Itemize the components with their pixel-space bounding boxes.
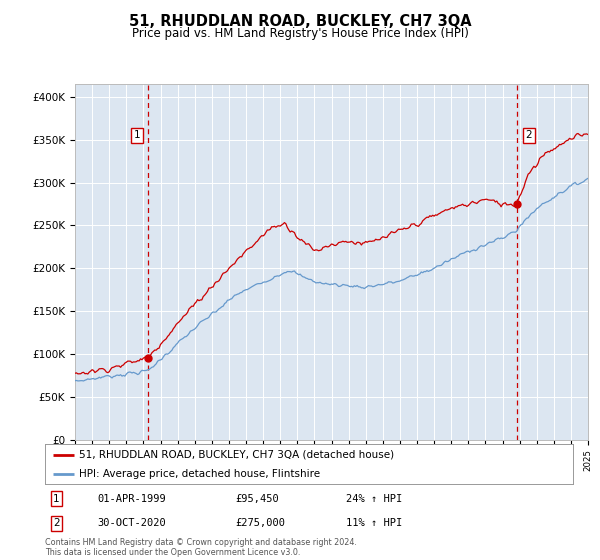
Text: 51, RHUDDLAN ROAD, BUCKLEY, CH7 3QA: 51, RHUDDLAN ROAD, BUCKLEY, CH7 3QA bbox=[128, 14, 472, 29]
Text: Price paid vs. HM Land Registry's House Price Index (HPI): Price paid vs. HM Land Registry's House … bbox=[131, 27, 469, 40]
Text: 11% ↑ HPI: 11% ↑ HPI bbox=[346, 519, 402, 529]
Text: 1: 1 bbox=[53, 493, 60, 503]
Text: 51, RHUDDLAN ROAD, BUCKLEY, CH7 3QA (detached house): 51, RHUDDLAN ROAD, BUCKLEY, CH7 3QA (det… bbox=[79, 450, 394, 460]
Text: 2: 2 bbox=[53, 519, 60, 529]
Text: HPI: Average price, detached house, Flintshire: HPI: Average price, detached house, Flin… bbox=[79, 469, 320, 478]
Text: £275,000: £275,000 bbox=[235, 519, 285, 529]
Text: 01-APR-1999: 01-APR-1999 bbox=[98, 493, 167, 503]
Text: £95,450: £95,450 bbox=[235, 493, 279, 503]
Text: Contains HM Land Registry data © Crown copyright and database right 2024.
This d: Contains HM Land Registry data © Crown c… bbox=[45, 538, 357, 557]
Text: 30-OCT-2020: 30-OCT-2020 bbox=[98, 519, 167, 529]
Text: 2: 2 bbox=[526, 130, 532, 141]
Text: 1: 1 bbox=[134, 130, 141, 141]
Text: 24% ↑ HPI: 24% ↑ HPI bbox=[346, 493, 402, 503]
